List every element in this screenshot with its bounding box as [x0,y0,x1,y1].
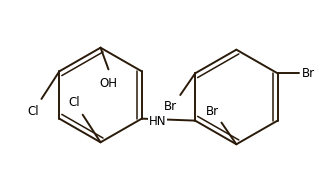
Text: Br: Br [205,105,218,118]
Text: Cl: Cl [27,105,38,118]
Text: Br: Br [303,67,316,80]
Text: Cl: Cl [68,96,80,109]
Text: HN: HN [149,115,167,128]
Text: OH: OH [99,77,117,90]
Text: Br: Br [164,100,177,113]
